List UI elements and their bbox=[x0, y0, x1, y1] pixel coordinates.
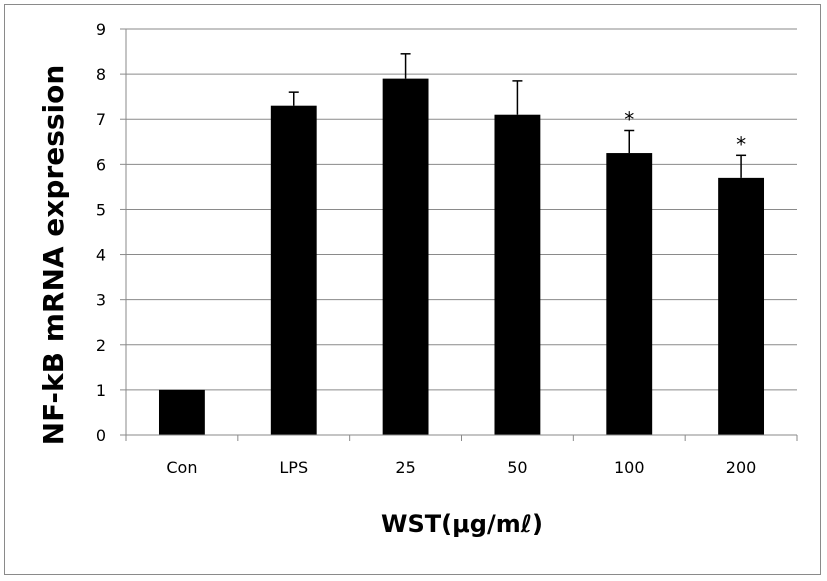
y-tick-label: 4 bbox=[96, 246, 106, 265]
x-tick-label: LPS bbox=[279, 458, 308, 477]
bar bbox=[718, 177, 765, 435]
x-tick-label: 200 bbox=[726, 458, 757, 477]
y-axis-title: NF-kB mRNA expression bbox=[37, 65, 70, 446]
y-tick-label: 2 bbox=[96, 336, 106, 355]
y-tick-labels: 0 1 2 3 4 5 6 7 8 9 bbox=[96, 20, 106, 445]
x-tick-labels: Con LPS 25 50 100 200 bbox=[166, 458, 756, 477]
y-tick-label: 5 bbox=[96, 200, 106, 219]
bar bbox=[606, 153, 653, 436]
y-tick-label: 8 bbox=[96, 65, 106, 84]
significance-asterisk: * bbox=[736, 132, 746, 156]
x-tick-label: 25 bbox=[395, 458, 415, 477]
bar bbox=[270, 105, 317, 435]
bar bbox=[494, 114, 541, 435]
x-tick-label: Con bbox=[166, 458, 197, 477]
y-tick-label: 0 bbox=[96, 426, 106, 445]
bar bbox=[158, 389, 205, 435]
y-tick-label: 1 bbox=[96, 381, 106, 400]
error-bars bbox=[288, 53, 747, 178]
significance-asterisk: * bbox=[624, 108, 634, 132]
x-axis-title: WST(μg/mℓ) bbox=[381, 510, 543, 538]
bars bbox=[158, 78, 765, 436]
y-tick-label: 7 bbox=[96, 110, 106, 129]
gridlines bbox=[120, 28, 798, 441]
bar bbox=[382, 78, 429, 435]
y-tick-label: 9 bbox=[96, 20, 106, 39]
y-tick-label: 3 bbox=[96, 291, 106, 310]
x-tick-label: 50 bbox=[507, 458, 527, 477]
y-tick-label: 6 bbox=[96, 155, 106, 174]
x-tick-label: 100 bbox=[614, 458, 645, 477]
significance-markers: ** bbox=[624, 108, 746, 157]
